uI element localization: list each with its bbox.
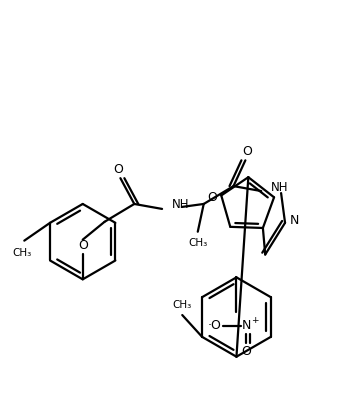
Text: NH: NH xyxy=(271,181,289,193)
Text: O: O xyxy=(242,145,252,158)
Text: O: O xyxy=(241,345,251,358)
Text: CH₃: CH₃ xyxy=(188,238,207,248)
Text: N: N xyxy=(242,320,251,332)
Text: N: N xyxy=(290,214,300,227)
Text: CH₃: CH₃ xyxy=(173,300,192,310)
Text: +: + xyxy=(252,316,259,324)
Text: CH₃: CH₃ xyxy=(13,248,32,258)
Text: O: O xyxy=(207,191,217,204)
Text: O: O xyxy=(78,239,88,252)
Text: NH: NH xyxy=(172,199,189,211)
Text: O: O xyxy=(114,163,123,176)
Text: ·O: ·O xyxy=(208,320,222,332)
